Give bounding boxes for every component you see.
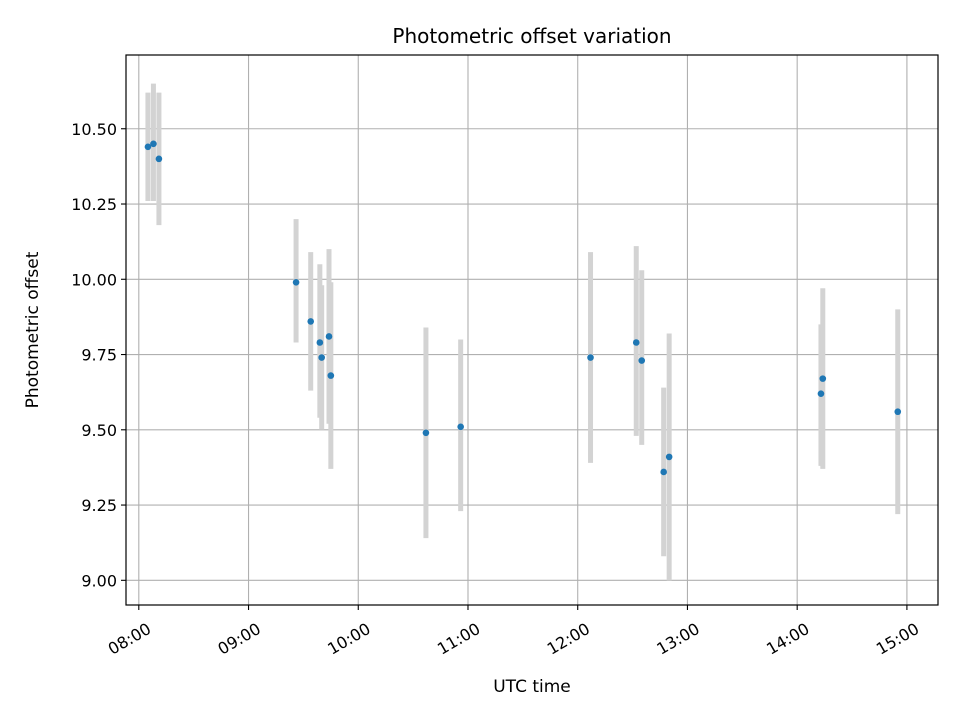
data-point	[638, 357, 646, 364]
data-point	[894, 408, 902, 416]
y-tick-label: 10.25	[71, 195, 117, 214]
y-axis-ticks: 9.00 9.25 9.50 9.75 10.00 10.25 10.50	[71, 120, 126, 590]
axes-frame	[125, 54, 939, 606]
y-tick-label: 9.50	[81, 421, 117, 440]
data-point	[155, 155, 163, 163]
data-point	[587, 354, 594, 361]
data-point	[318, 354, 325, 361]
data-point	[150, 140, 157, 148]
data-point	[819, 375, 827, 382]
data-point	[327, 372, 335, 379]
data-point	[144, 143, 152, 151]
chart-title: Photometric offset variation	[392, 24, 671, 48]
data-point	[316, 339, 324, 346]
grid	[126, 55, 938, 605]
data-point	[325, 333, 333, 340]
y-tick-label: 9.75	[81, 346, 117, 365]
data-point	[457, 423, 464, 431]
y-tick-label: 9.25	[81, 496, 117, 515]
data-point	[307, 318, 315, 325]
data-point	[660, 468, 667, 476]
x-axis-label: UTC time	[493, 677, 571, 697]
y-tick-label: 10.50	[71, 120, 117, 139]
y-tick-label: 10.00	[71, 270, 117, 289]
data-point	[632, 339, 640, 346]
data-point	[817, 390, 825, 397]
data-point	[665, 453, 673, 461]
y-axis-label: Photometric offset	[23, 251, 43, 408]
data-point	[422, 429, 430, 437]
data-point	[292, 278, 300, 286]
data-points	[144, 140, 902, 476]
y-tick-label: 9.00	[81, 571, 117, 590]
